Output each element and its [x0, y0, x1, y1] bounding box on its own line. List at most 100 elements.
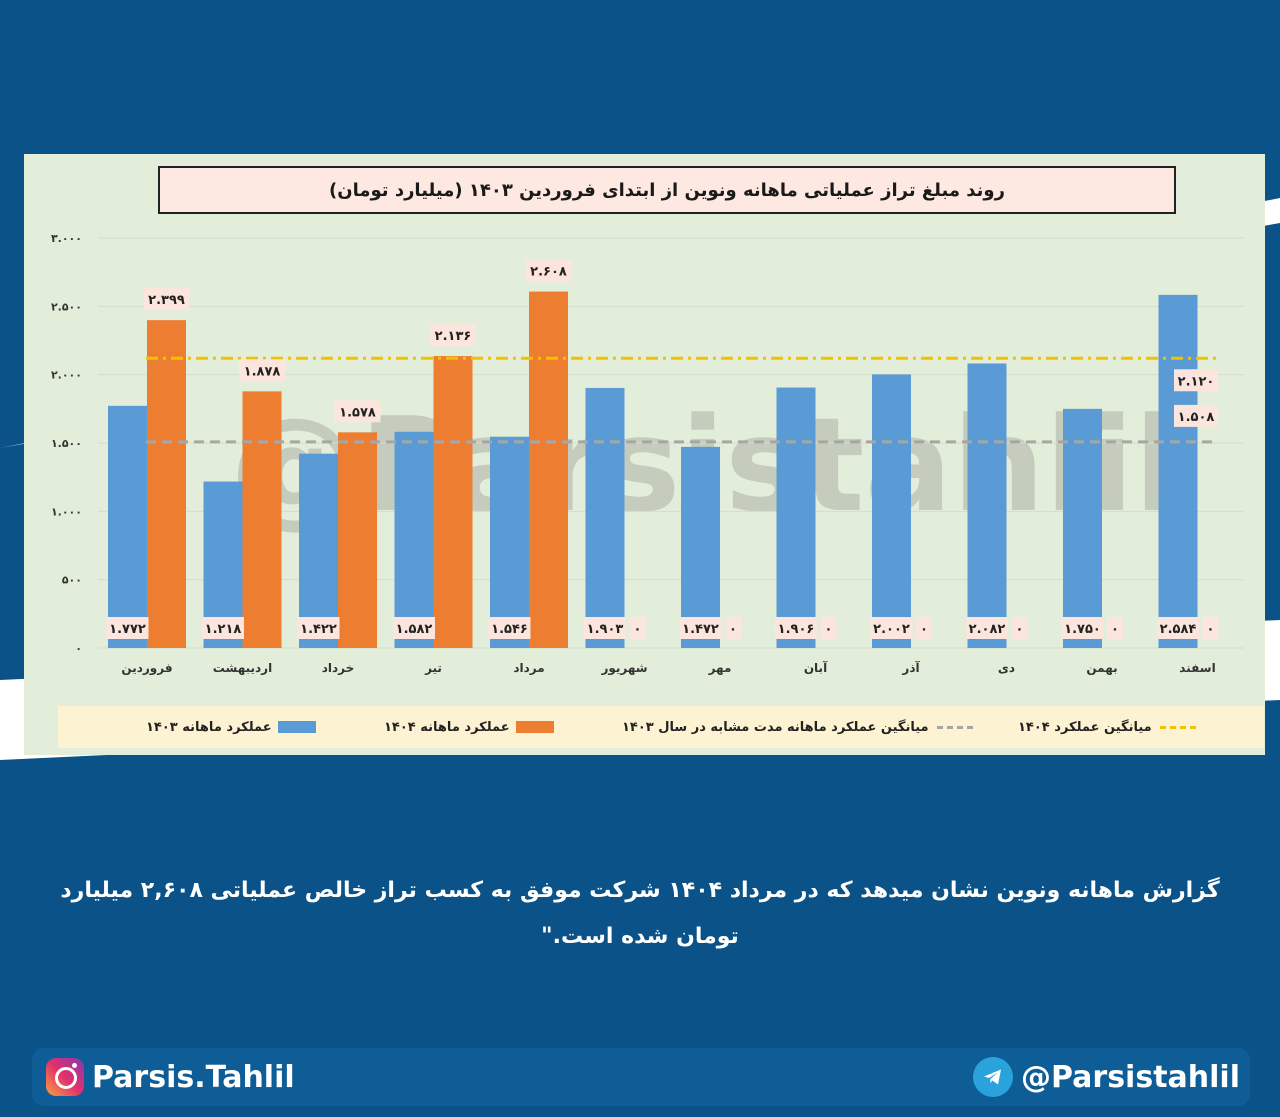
bar-1403 — [1063, 408, 1102, 648]
data-label-1404-bg — [1107, 617, 1123, 639]
bar-1404 — [433, 356, 473, 648]
instagram-handle-text: Parsis.Tahlil — [92, 1059, 295, 1095]
chart-card — [24, 154, 1265, 755]
data-label-1403: ۱.۹۰۳ — [587, 622, 624, 637]
legend-dash-avg-1404 — [1159, 725, 1196, 729]
caption-text: گزارش ماهانه ونوین نشان میدهد که در مردا… — [60, 878, 1220, 949]
data-label-1403-bg — [679, 617, 722, 639]
y-tick-label: ۲.۵۰۰ — [51, 300, 82, 313]
data-label-1404-bg — [1011, 617, 1028, 639]
x-tick-label: خرداد — [322, 661, 355, 675]
bar-1403 — [490, 436, 529, 648]
x-tick-label: فروردین — [121, 661, 172, 676]
data-label-1404: ۰ — [920, 622, 928, 637]
x-tick-label: مرداد — [513, 661, 544, 675]
data-label-1403-bg — [393, 617, 435, 639]
data-label-1403: ۱.۲۱۸ — [205, 622, 242, 637]
data-label-1403-bg — [966, 617, 1008, 639]
chart-plot: @Parsistahlil۰۵۰۰۱.۰۰۰۱.۵۰۰۲.۰۰۰۲.۵۰۰۳.۰… — [51, 232, 1244, 676]
y-tick-label: ۱.۵۰۰ — [51, 437, 82, 450]
data-label-1404-bg — [525, 259, 572, 282]
data-label-1403: ۱.۷۵۰ — [1064, 622, 1101, 637]
bar-1404 — [338, 432, 377, 648]
data-label-1404-bg — [629, 617, 646, 639]
data-label-1404-bg — [820, 617, 837, 639]
data-label-1403: ۲.۵۸۴ — [1160, 622, 1197, 637]
x-tick-label: تیر — [424, 661, 442, 675]
legend-dash-avg-1403 — [936, 725, 973, 729]
chart-legend: عملکرد ماهانه ۱۴۰۳ عملکرد ماهانه ۱۴۰۴ می… — [58, 706, 1264, 748]
instagram-handle[interactable]: Parsis.Tahlil — [46, 1048, 295, 1106]
legend-item-avg-1403: میانگین عملکرد ماهانه مدت مشابه در سال ۱… — [622, 706, 973, 748]
bar-1403 — [872, 374, 911, 648]
legend-item-1403: عملکرد ماهانه ۱۴۰۳ — [146, 706, 316, 748]
chart-title: روند مبلغ تراز عملیاتی ماهانه ونوین از ا… — [158, 166, 1176, 214]
telegram-handle-text: @Parsistahlil — [1020, 1059, 1240, 1095]
reference-label-avg-1404-bg — [1174, 369, 1218, 392]
data-label-1404-bg — [916, 617, 932, 639]
data-label-1403-bg — [870, 617, 913, 639]
bar-1403 — [108, 405, 147, 648]
x-tick-label: شهریور — [600, 661, 647, 676]
data-label-1403-bg — [584, 617, 626, 639]
data-label-1404-bg — [1202, 617, 1219, 639]
data-label-1404-bg — [430, 324, 476, 347]
data-label-1404: ۱.۵۷۸ — [339, 405, 376, 420]
data-label-1403-bg — [202, 617, 244, 639]
data-label-1404: ۰ — [1111, 622, 1119, 637]
data-label-1404: ۲.۶۰۸ — [530, 265, 567, 280]
bar-1404 — [147, 320, 186, 648]
y-tick-label: ۰ — [75, 642, 82, 655]
x-tick-label: اردیبهشت — [213, 661, 272, 675]
data-label-1403-bg — [106, 617, 149, 639]
data-label-1403: ۱.۴۷۲ — [682, 622, 719, 637]
data-label-1403: ۱.۷۷۲ — [109, 622, 146, 637]
data-label-1404-bg — [725, 617, 741, 639]
data-label-1404: ۰ — [825, 622, 833, 637]
data-label-1403-bg — [1061, 617, 1104, 639]
y-tick-label: ۱.۰۰۰ — [51, 505, 82, 518]
data-label-1404: ۰ — [1016, 622, 1024, 637]
footer-bar: Parsis.Tahlil @Parsistahlil — [32, 1048, 1250, 1106]
data-label-1403-bg — [297, 617, 340, 639]
instagram-icon — [46, 1058, 84, 1096]
data-label-1404: ۲.۱۳۶ — [435, 329, 472, 344]
data-label-1403: ۲.۰۰۲ — [873, 622, 910, 637]
data-label-1404-bg — [239, 359, 285, 382]
telegram-icon — [972, 1057, 1013, 1097]
data-label-1403: ۲.۰۸۲ — [969, 622, 1006, 637]
data-label-1404: ۰ — [634, 622, 642, 637]
data-label-1404-bg — [143, 288, 190, 311]
legend-item-1404: عملکرد ماهانه ۱۴۰۴ — [384, 706, 554, 748]
bar-1403 — [776, 387, 816, 648]
data-label-1404: ۲.۳۹۹ — [148, 293, 185, 308]
y-tick-label: ۳.۰۰۰ — [51, 232, 82, 245]
data-label-1403-bg — [488, 617, 531, 639]
data-label-1403: ۱.۵۸۲ — [396, 622, 433, 637]
data-label-1403: ۱.۵۴۶ — [491, 622, 528, 637]
bar-1403 — [394, 431, 434, 648]
bar-1403 — [299, 453, 338, 648]
data-label-1404: ۱.۸۷۸ — [244, 364, 281, 379]
telegram-handle[interactable]: @Parsistahlil — [972, 1048, 1240, 1106]
data-label-1404: ۰ — [1207, 622, 1215, 637]
x-tick-label: مهر — [708, 661, 732, 675]
bar-1404 — [529, 291, 568, 648]
y-tick-label: ۵۰۰ — [62, 574, 82, 587]
x-tick-label: آذر — [901, 660, 920, 675]
legend-label-1403: عملکرد ماهانه ۱۴۰۳ — [146, 719, 272, 735]
x-tick-label: اسفند — [1179, 661, 1215, 675]
data-label-1403-bg — [775, 617, 817, 639]
legend-label-1404: عملکرد ماهانه ۱۴۰۴ — [384, 719, 510, 735]
legend-swatch-1404 — [515, 721, 554, 733]
bar-1404 — [242, 391, 282, 648]
legend-item-avg-1404: میانگین عملکرد ۱۴۰۴ — [1018, 706, 1196, 748]
x-tick-label: آبان — [804, 660, 828, 675]
x-tick-label: بهمن — [1086, 661, 1117, 675]
legend-swatch-1403 — [277, 721, 316, 733]
reference-label-avg-1403-bg — [1174, 404, 1218, 427]
legend-label-avg-1404: میانگین عملکرد ۱۴۰۴ — [1018, 719, 1152, 735]
data-label-1403-bg — [1157, 617, 1199, 639]
reference-label-avg-1404: ۲.۱۲۰ — [1178, 374, 1215, 389]
data-label-1404: ۰ — [729, 622, 737, 637]
